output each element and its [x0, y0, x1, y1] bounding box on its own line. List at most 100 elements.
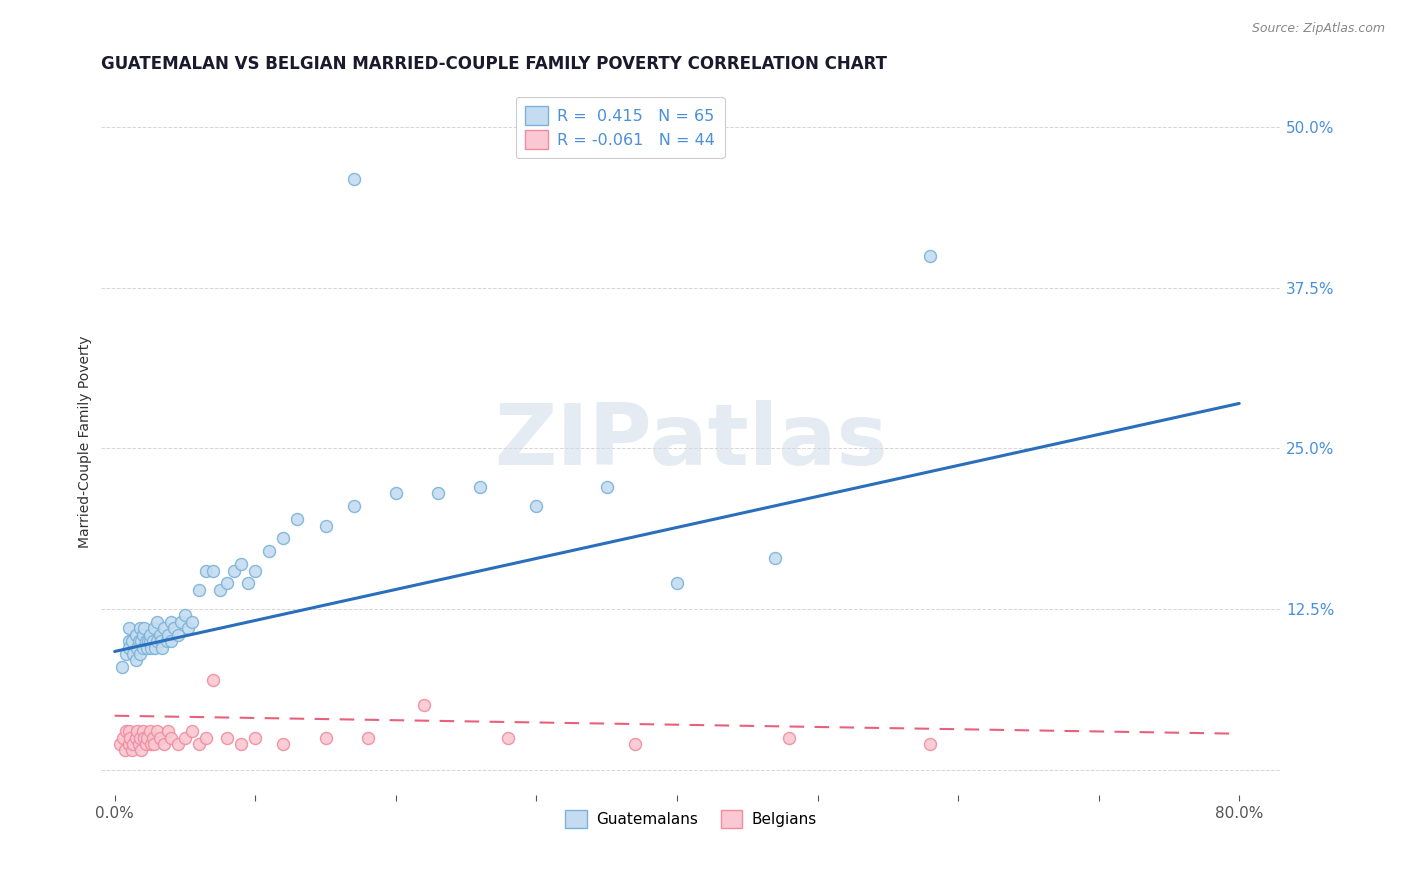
Point — [143, 621, 166, 635]
Point — [245, 731, 267, 745]
Point — [149, 628, 172, 642]
Y-axis label: Married-Couple Family Poverty: Married-Couple Family Poverty — [79, 335, 93, 549]
Point — [115, 724, 138, 739]
Point — [287, 512, 309, 526]
Point — [141, 737, 163, 751]
Point — [112, 731, 135, 745]
Point — [129, 621, 152, 635]
Point — [496, 731, 519, 745]
Point — [128, 737, 150, 751]
Point — [778, 731, 800, 745]
Point — [122, 737, 145, 751]
Point — [128, 634, 150, 648]
Point — [139, 724, 162, 739]
Point — [141, 640, 163, 655]
Point — [110, 737, 132, 751]
Point — [139, 634, 162, 648]
Point — [118, 724, 141, 739]
Point — [142, 634, 165, 648]
Point — [188, 737, 211, 751]
Point — [134, 731, 156, 745]
Point — [413, 698, 436, 713]
Point — [153, 737, 176, 751]
Point — [315, 518, 337, 533]
Point — [134, 621, 156, 635]
Point — [273, 737, 295, 751]
Point — [245, 564, 267, 578]
Point — [524, 500, 547, 514]
Point — [142, 731, 165, 745]
Point — [118, 634, 141, 648]
Point — [132, 628, 155, 642]
Point — [122, 647, 145, 661]
Point — [259, 544, 281, 558]
Point — [132, 640, 155, 655]
Point — [595, 480, 617, 494]
Point — [111, 660, 134, 674]
Point — [153, 621, 176, 635]
Point — [918, 737, 941, 751]
Point — [146, 724, 169, 739]
Point — [181, 615, 204, 629]
Point — [385, 486, 408, 500]
Point — [170, 615, 193, 629]
Point — [315, 731, 337, 745]
Point — [150, 634, 173, 648]
Point — [121, 743, 143, 757]
Point — [115, 647, 138, 661]
Point — [209, 582, 232, 597]
Legend: Guatemalans, Belgians: Guatemalans, Belgians — [560, 804, 823, 834]
Point — [238, 576, 260, 591]
Point — [217, 731, 239, 745]
Point — [125, 731, 148, 745]
Point — [763, 550, 786, 565]
Text: GUATEMALAN VS BELGIAN MARRIED-COUPLE FAMILY POVERTY CORRELATION CHART: GUATEMALAN VS BELGIAN MARRIED-COUPLE FAM… — [101, 55, 887, 73]
Point — [143, 737, 166, 751]
Point — [181, 724, 204, 739]
Point — [343, 500, 366, 514]
Point — [160, 731, 183, 745]
Point — [132, 724, 155, 739]
Point — [127, 640, 149, 655]
Point — [138, 634, 160, 648]
Point — [149, 731, 172, 745]
Point — [468, 480, 491, 494]
Point — [135, 634, 157, 648]
Point — [121, 634, 143, 648]
Point — [427, 486, 450, 500]
Point — [131, 743, 153, 757]
Point — [146, 634, 169, 648]
Point — [129, 731, 152, 745]
Point — [136, 731, 159, 745]
Point — [118, 737, 141, 751]
Point — [918, 249, 941, 263]
Point — [343, 171, 366, 186]
Point — [125, 653, 148, 667]
Point — [125, 628, 148, 642]
Point — [217, 576, 239, 591]
Point — [156, 634, 179, 648]
Point — [195, 564, 218, 578]
Point — [174, 608, 197, 623]
Point — [127, 724, 149, 739]
Point — [157, 628, 180, 642]
Point — [146, 615, 169, 629]
Text: Source: ZipAtlas.com: Source: ZipAtlas.com — [1251, 22, 1385, 36]
Point — [129, 647, 152, 661]
Point — [120, 731, 142, 745]
Point — [145, 640, 167, 655]
Point — [224, 564, 246, 578]
Point — [202, 564, 225, 578]
Point — [202, 673, 225, 687]
Point — [231, 737, 253, 751]
Point — [623, 737, 645, 751]
Point — [357, 731, 380, 745]
Point — [152, 640, 174, 655]
Point — [174, 731, 197, 745]
Point — [118, 640, 141, 655]
Point — [160, 634, 183, 648]
Point — [163, 621, 186, 635]
Point — [135, 737, 157, 751]
Point — [188, 582, 211, 597]
Text: ZIPatlas: ZIPatlas — [494, 401, 887, 483]
